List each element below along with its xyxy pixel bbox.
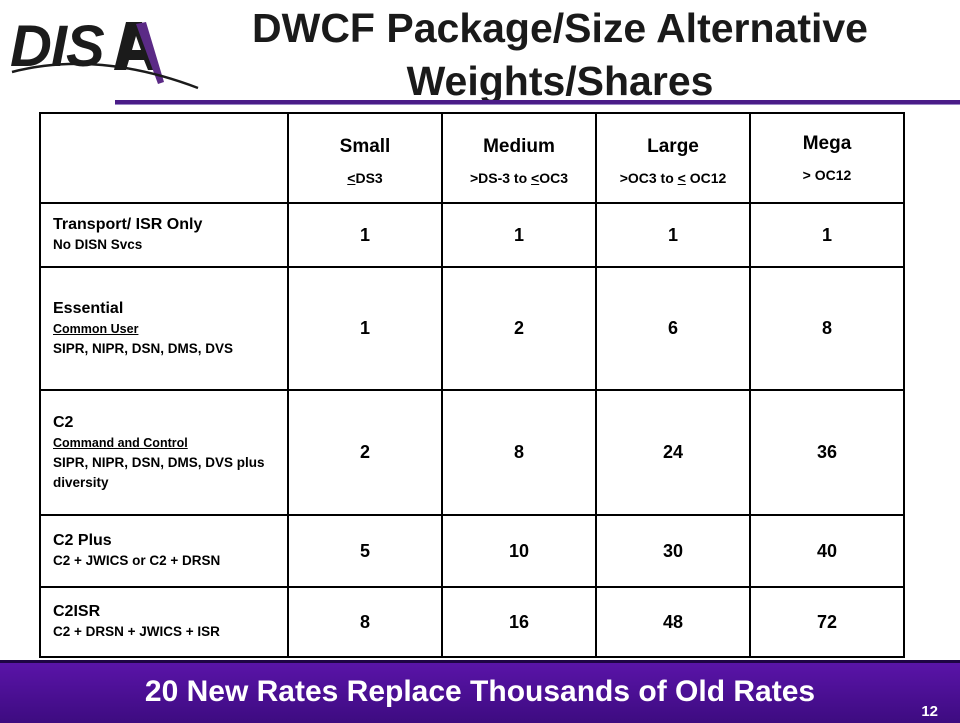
title-line-2: Weights/Shares [406, 58, 714, 104]
title-divider [115, 100, 960, 105]
slide-title: DWCF Package/Size Alternative Weights/Sh… [190, 2, 930, 108]
value-cell: 1 [595, 202, 751, 268]
value-cell: 30 [595, 514, 751, 588]
table-row: Essential Common User SIPR, NIPR, DSN, D… [39, 266, 905, 391]
row-desc: No DISN Svcs [53, 237, 143, 252]
table-row: Transport/ ISR Only No DISN Svcs 1 1 1 1 [39, 202, 905, 268]
title-line-1: DWCF Package/Size Alternative [252, 5, 868, 51]
table-row: C2 Plus C2 + JWICS or C2 + DRSN 5 10 30 … [39, 514, 905, 588]
value-cell: 1 [441, 202, 597, 268]
header-cell-small: Small <DS3 [287, 112, 443, 204]
value-cell: 24 [595, 389, 751, 516]
value-cell: 2 [441, 266, 597, 391]
column-name: Medium [483, 136, 555, 157]
value-cell: 5 [287, 514, 443, 588]
footer-banner: 20 New Rates Replace Thousands of Old Ra… [0, 660, 960, 723]
row-desc: C2 + JWICS or C2 + DRSN [53, 553, 221, 568]
row-title: C2 [53, 413, 74, 431]
value-cell: 16 [441, 586, 597, 658]
header-cell-large: Large >OC3 to < OC12 [595, 112, 751, 204]
column-range: >OC3 to < OC12 [619, 170, 727, 186]
column-range: <DS3 [347, 170, 383, 186]
row-desc: SIPR, NIPR, DSN, DMS, DVS plus diversity [53, 454, 265, 490]
value-cell: 40 [749, 514, 905, 588]
row-title: C2ISR [53, 603, 101, 620]
value-cell: 8 [441, 389, 597, 516]
value-cell: 6 [595, 266, 751, 391]
header-cell-mega: Mega > OC12 [749, 112, 905, 204]
row-subtitle: Command and Control [53, 435, 188, 450]
value-cell: 2 [287, 389, 443, 516]
column-name: Mega [802, 133, 852, 154]
row-title: Transport/ ISR Only [53, 216, 203, 233]
row-label: C2 Command and Control SIPR, NIPR, DSN, … [39, 389, 289, 516]
weights-table: Small <DS3 Medium >DS-3 to <OC3 Large >O… [39, 112, 905, 658]
value-cell: 1 [287, 202, 443, 268]
column-name: Small [339, 136, 391, 157]
row-desc: C2 + DRSN + JWICS + ISR [53, 624, 220, 639]
value-cell: 1 [749, 202, 905, 268]
row-desc: SIPR, NIPR, DSN, DMS, DVS [53, 340, 234, 356]
header-row: Small <DS3 Medium >DS-3 to <OC3 Large >O… [39, 112, 905, 204]
footer-text: 20 New Rates Replace Thousands of Old Ra… [144, 675, 816, 708]
header-corner-cell [39, 112, 289, 204]
value-cell: 72 [749, 586, 905, 658]
column-name: Large [647, 136, 699, 157]
row-title: C2 Plus [53, 532, 112, 549]
column-range: >DS-3 to <OC3 [469, 170, 569, 186]
row-title: Essential [53, 299, 124, 317]
value-cell: 8 [749, 266, 905, 391]
value-cell: 48 [595, 586, 751, 658]
value-cell: 10 [441, 514, 597, 588]
page-number: 12 [921, 703, 938, 720]
header-cell-medium: Medium >DS-3 to <OC3 [441, 112, 597, 204]
value-cell: 8 [287, 586, 443, 658]
row-label: C2ISR C2 + DRSN + JWICS + ISR [39, 586, 289, 658]
row-subtitle: Common User [53, 321, 139, 336]
row-label: Transport/ ISR Only No DISN Svcs [39, 202, 289, 268]
row-label: C2 Plus C2 + JWICS or C2 + DRSN [39, 514, 289, 588]
value-cell: 1 [287, 266, 443, 391]
table-row: C2ISR C2 + DRSN + JWICS + ISR 8 16 48 72 [39, 586, 905, 658]
value-cell: 36 [749, 389, 905, 516]
table-row: C2 Command and Control SIPR, NIPR, DSN, … [39, 389, 905, 516]
disa-logo: DIS [8, 10, 208, 95]
row-label: Essential Common User SIPR, NIPR, DSN, D… [39, 266, 289, 391]
column-range: > OC12 [802, 167, 852, 183]
